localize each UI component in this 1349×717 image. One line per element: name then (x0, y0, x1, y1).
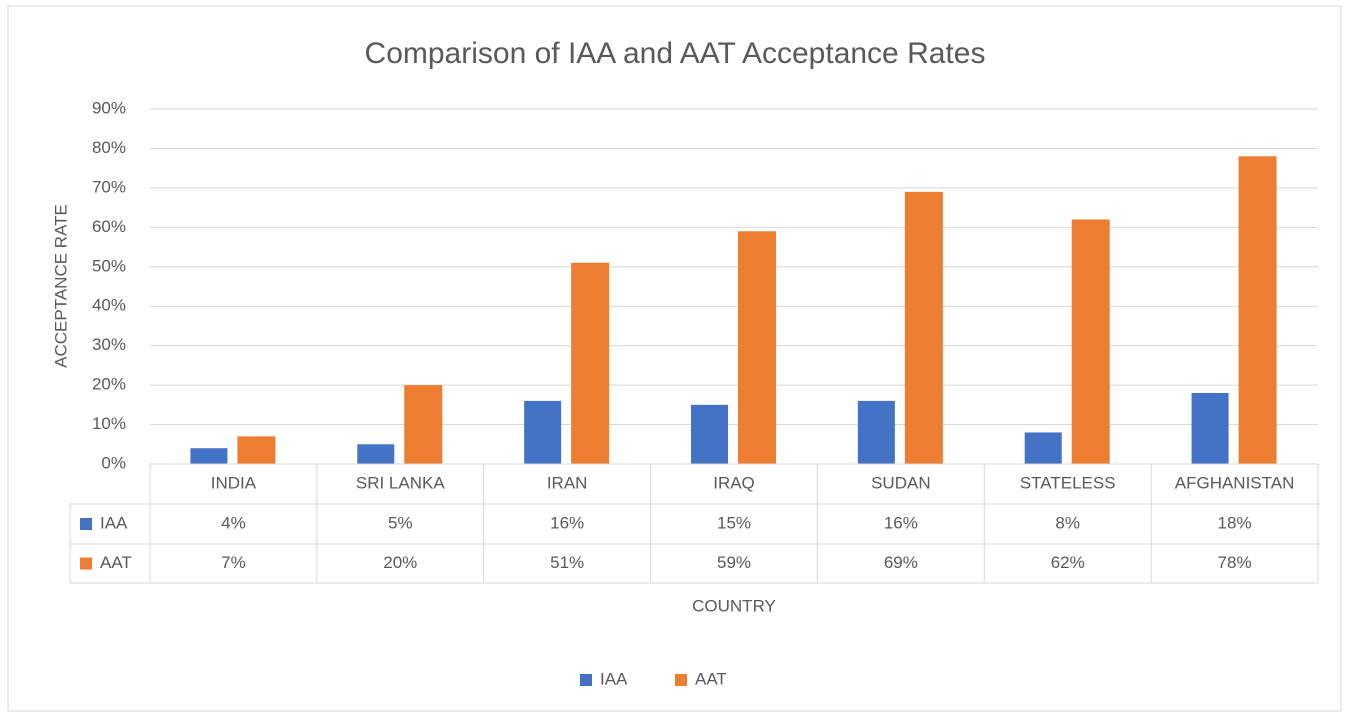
table-value: 15% (717, 513, 751, 532)
y-tick-label: 20% (92, 375, 126, 394)
bar (1191, 393, 1229, 464)
table-value: 8% (1055, 513, 1080, 532)
table-value: 62% (1051, 553, 1085, 572)
bar (738, 231, 776, 464)
table-value: 18% (1218, 513, 1252, 532)
x-tick-label: IRAN (547, 473, 588, 492)
table-value: 51% (550, 553, 584, 572)
bar (190, 448, 228, 464)
x-tick-label: AFGHANISTAN (1175, 473, 1295, 492)
table-value: 7% (221, 553, 246, 572)
y-tick-label: 90% (92, 98, 126, 117)
x-tick-label: INDIA (211, 473, 257, 492)
y-tick-label: 60% (92, 217, 126, 236)
y-tick-label: 70% (92, 177, 126, 196)
y-tick-label: 50% (92, 256, 126, 275)
table-legend-key (80, 557, 92, 570)
table-value: 20% (383, 553, 417, 572)
x-tick-label: SUDAN (871, 473, 931, 492)
table-value: 16% (550, 513, 584, 532)
x-tick-label: IRAQ (713, 473, 755, 492)
bar (404, 385, 443, 464)
bar (571, 262, 610, 464)
chart-border (7, 5, 1342, 712)
x-tick-label: SRI LANKA (356, 473, 445, 492)
bar (237, 436, 276, 464)
x-axis-title: COUNTRY (692, 596, 776, 615)
table-legend-key (80, 518, 92, 530)
table-value: 16% (884, 513, 918, 532)
bar (904, 191, 943, 465)
chart-title: Comparison of IAA and AAT Acceptance Rat… (365, 37, 986, 70)
bar (357, 444, 395, 464)
bar (1238, 156, 1277, 465)
legend-label: AAT (695, 669, 727, 688)
legend-key (675, 674, 687, 686)
table-value: 69% (884, 553, 918, 572)
table-value: 59% (717, 553, 751, 572)
bar (1071, 219, 1110, 464)
y-tick-label: 10% (92, 414, 126, 433)
bar (691, 404, 728, 464)
y-tick-label: 40% (92, 296, 126, 315)
x-tick-label: STATELESS (1020, 473, 1116, 492)
bar (1024, 432, 1062, 464)
bar (857, 400, 895, 464)
legend-label: IAA (600, 669, 628, 688)
bar (524, 400, 562, 464)
table-series-label: AAT (100, 553, 132, 572)
y-tick-label: 30% (92, 335, 126, 354)
y-tick-label: 0% (101, 453, 126, 472)
table-value: 5% (388, 513, 413, 532)
table-series-label: IAA (100, 513, 128, 532)
y-axis-title: ACCEPTANCE RATE (51, 204, 70, 368)
table-value: 78% (1218, 553, 1252, 572)
legend-key (580, 674, 592, 686)
table-value: 4% (221, 513, 246, 532)
y-tick-label: 80% (92, 138, 126, 157)
